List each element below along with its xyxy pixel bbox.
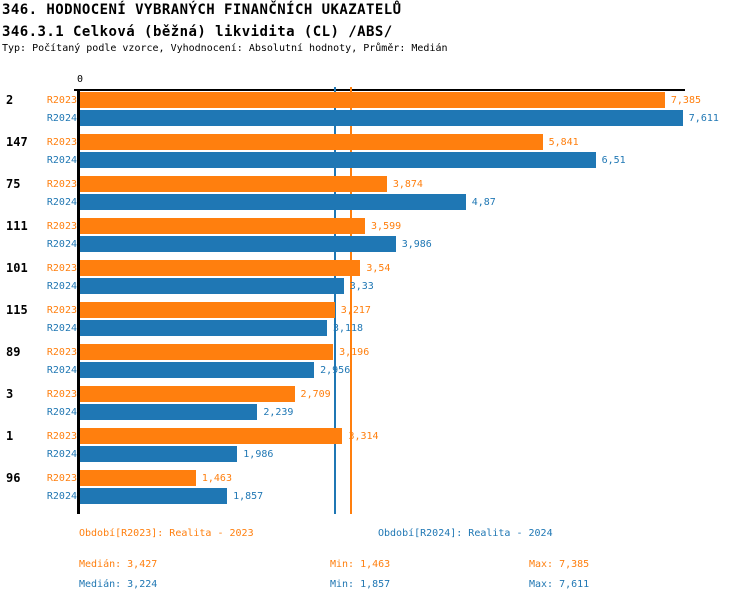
bar-r2024 <box>80 152 596 168</box>
value-label-r2023: 7,385 <box>670 95 701 106</box>
series-label-r2024: R2024 <box>46 365 77 376</box>
bar-r2023 <box>80 470 196 486</box>
series-label-r2024: R2024 <box>46 449 77 460</box>
median-r2024: Medián: 3,224 <box>79 579 158 590</box>
value-label-r2024: 2,956 <box>320 365 351 376</box>
value-label-r2024: 3,986 <box>401 239 432 250</box>
value-label-r2023: 3,314 <box>348 431 379 442</box>
bar-r2024 <box>80 236 396 252</box>
indicator-meta: Typ: Počítaný podle vzorce, Vyhodnocení:… <box>2 43 448 54</box>
series-label-r2023: R2023 <box>46 431 77 442</box>
value-label-r2023: 3,217 <box>340 305 371 316</box>
series-label-r2024: R2024 <box>46 113 77 124</box>
max-r2024: Max: 7,611 <box>529 579 590 590</box>
series-label-r2023: R2023 <box>46 389 77 400</box>
series-label-r2024: R2024 <box>46 323 77 334</box>
bar-r2024 <box>80 362 315 378</box>
series-label-r2023: R2023 <box>46 347 77 358</box>
category-label: 115 <box>6 303 28 317</box>
series-label-r2023: R2023 <box>46 179 77 190</box>
value-label-r2023: 2,709 <box>300 389 331 400</box>
bar-r2023 <box>80 344 334 360</box>
value-label-r2024: 4,87 <box>471 197 496 208</box>
report-title: 346. HODNOCENÍ VYBRANÝCH FINANČNÍCH UKAZ… <box>2 2 402 18</box>
category-label: 89 <box>6 345 21 359</box>
value-label-r2023: 1,463 <box>201 473 232 484</box>
series-label-r2023: R2023 <box>46 95 77 106</box>
category-label: 2 <box>6 93 14 107</box>
category-label: 147 <box>6 135 28 149</box>
bar-r2023 <box>80 428 343 444</box>
series-label-r2024: R2024 <box>46 491 77 502</box>
bar-r2024 <box>80 278 344 294</box>
value-label-r2023: 3,874 <box>392 179 423 190</box>
category-label: 75 <box>6 177 21 191</box>
value-label-r2024: 7,611 <box>688 113 719 124</box>
bar-r2023 <box>80 176 387 192</box>
bar-r2023 <box>80 260 361 276</box>
value-label-r2024: 3,33 <box>349 281 374 292</box>
series-label-r2023: R2023 <box>46 305 77 316</box>
bar-r2024 <box>80 194 466 210</box>
value-label-r2024: 3,118 <box>332 323 364 334</box>
x-axis-line <box>74 89 685 91</box>
median-line-r2023 <box>350 87 353 514</box>
bar-r2024 <box>80 446 238 462</box>
series-label-r2024: R2024 <box>46 155 77 166</box>
bar-r2024 <box>80 488 228 504</box>
median-line-r2024 <box>334 87 337 514</box>
value-label-r2023: 3,599 <box>371 221 402 232</box>
value-label-r2024: 2,239 <box>263 407 294 418</box>
value-label-r2024: 1,857 <box>233 491 264 502</box>
indicator-title: 346.3.1 Celková (běžná) likvidita (CL) /… <box>2 24 393 40</box>
value-label-r2024: 6,51 <box>601 155 626 166</box>
series-label-r2024: R2024 <box>46 197 77 208</box>
bar-r2024 <box>80 320 327 336</box>
value-label-r2023: 5,841 <box>548 137 579 148</box>
legend-r2024: Období[R2024]: Realita - 2024 <box>378 528 553 539</box>
bar-r2023 <box>80 302 335 318</box>
bar-r2023 <box>80 218 366 234</box>
y-axis-line <box>77 89 80 514</box>
bar-r2023 <box>80 92 665 108</box>
value-label-r2024: 1,986 <box>243 449 274 460</box>
series-label-r2023: R2023 <box>46 473 77 484</box>
min-r2023: Min: 1,463 <box>330 559 391 570</box>
bar-r2024 <box>80 110 683 126</box>
category-label: 101 <box>6 261 28 275</box>
median-r2023: Medián: 3,427 <box>79 559 158 570</box>
legend-r2023: Období[R2023]: Realita - 2023 <box>79 528 254 539</box>
bar-r2023 <box>80 386 295 402</box>
series-label-r2023: R2023 <box>46 263 77 274</box>
min-r2024: Min: 1,857 <box>330 579 391 590</box>
value-label-r2023: 3,196 <box>339 347 370 358</box>
category-label: 96 <box>6 471 21 485</box>
category-label: 3 <box>6 387 14 401</box>
max-r2023: Max: 7,385 <box>529 559 590 570</box>
series-label-r2024: R2024 <box>46 407 77 418</box>
series-label-r2024: R2024 <box>46 239 77 250</box>
series-label-r2023: R2023 <box>46 221 77 232</box>
bar-r2024 <box>80 404 258 420</box>
category-label: 1 <box>6 429 14 443</box>
value-label-r2023: 3,54 <box>366 263 391 274</box>
category-label: 111 <box>6 219 28 233</box>
series-label-r2023: R2023 <box>46 137 77 148</box>
x-axis-origin-label: 0 <box>76 74 84 85</box>
series-label-r2024: R2024 <box>46 281 77 292</box>
bar-r2023 <box>80 134 543 150</box>
